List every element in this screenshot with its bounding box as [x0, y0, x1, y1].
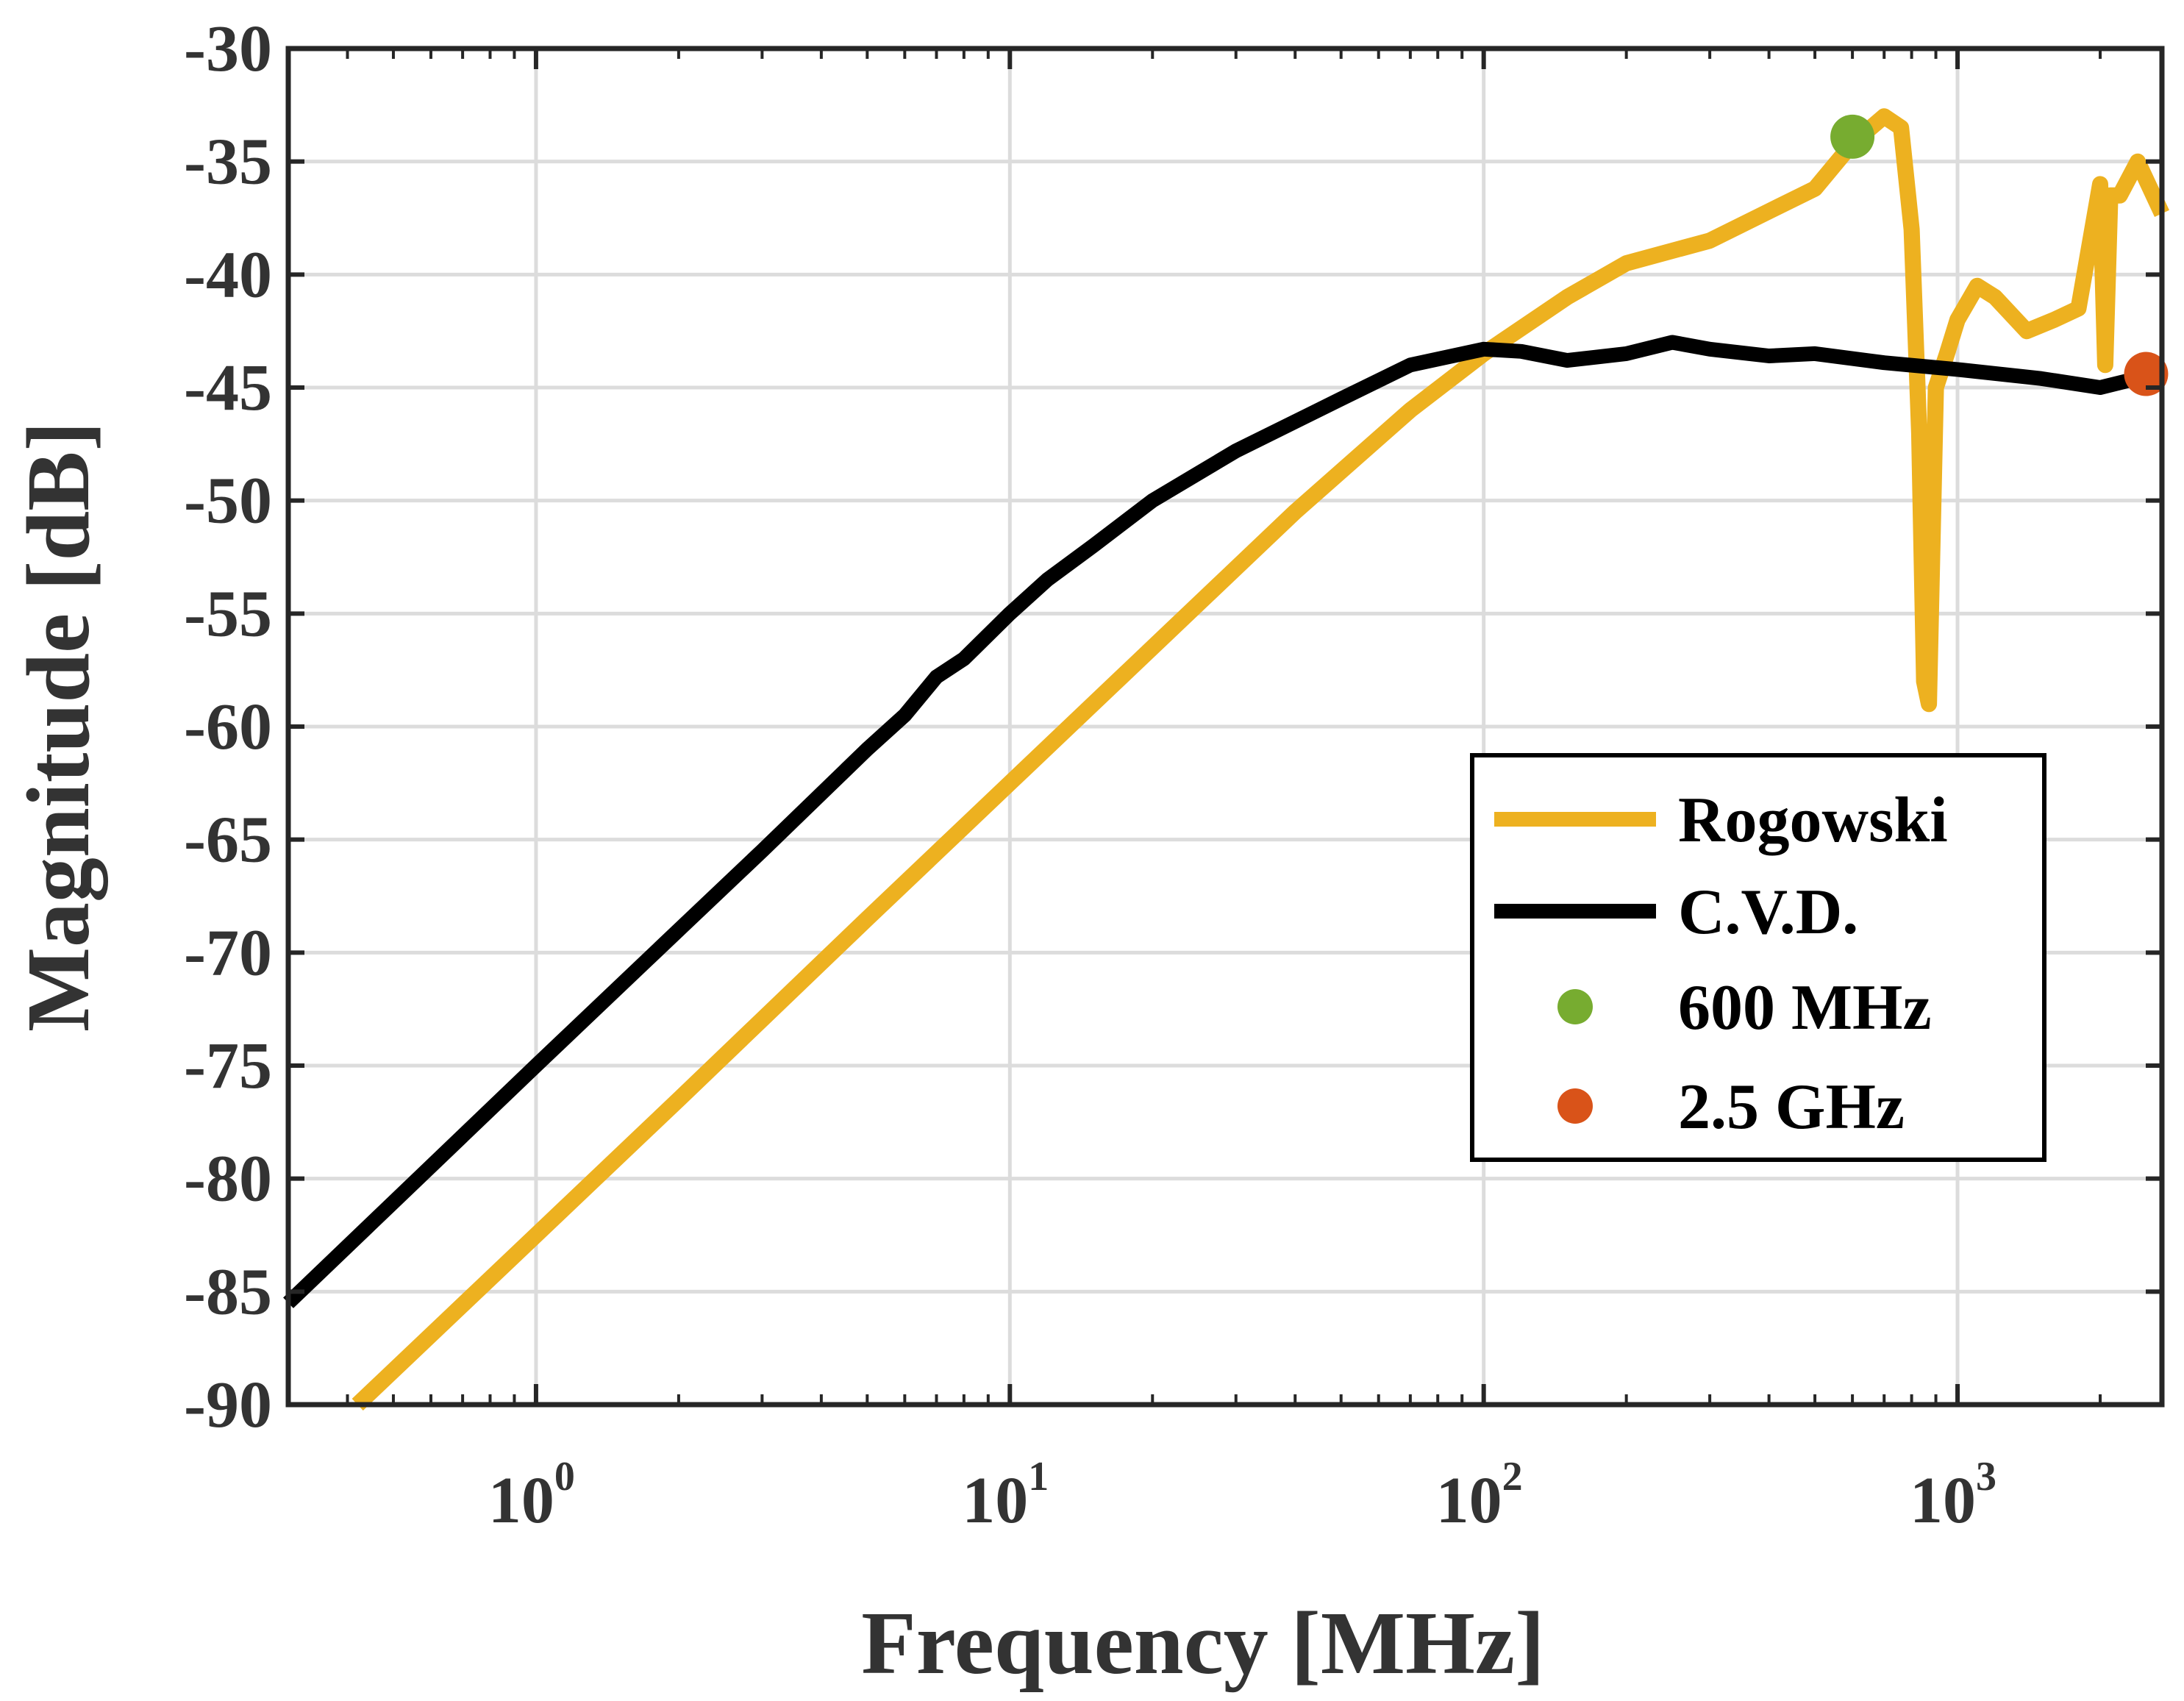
y-tick-label: -40 — [184, 238, 272, 311]
tick-labels: -30 -35 -40 -45 -50 -55 -60 -65 -70 -75 -80 -85 -90 1… — [184, 13, 1996, 1537]
y-tick-label: -60 — [184, 691, 272, 763]
y-tick-label: -65 — [184, 804, 272, 877]
tick-marks — [287, 46, 2162, 1407]
y-tick-label: -80 — [184, 1143, 272, 1216]
y-tick-label: -45 — [184, 352, 272, 424]
series-line-c-v-d — [283, 335, 2148, 1308]
y-axis-title: Magnitude [dB] — [9, 421, 108, 1032]
x-tick-label: 100 — [488, 1454, 575, 1537]
legend-label-rogowski: Rogowski — [1678, 785, 1948, 856]
x-tick-label: 103 — [1910, 1454, 1996, 1537]
markers-layer — [1830, 114, 2169, 396]
series-layer — [283, 108, 2169, 1411]
legend: Rogowski C.V.D. 600 MHz 2.5 GHz — [1470, 753, 2046, 1162]
y-tick-label: -50 — [184, 465, 272, 538]
y-tick-label: -85 — [184, 1255, 272, 1328]
x-tick-label: 102 — [1436, 1454, 1523, 1537]
legend-swatch-600mhz — [1557, 989, 1593, 1024]
legend-label-600mhz: 600 MHz — [1678, 972, 1932, 1044]
y-tick-label: -55 — [184, 577, 272, 650]
y-tick-label: -35 — [184, 126, 272, 199]
y-tick-label: -30 — [184, 13, 272, 85]
marker-2-5-ghz — [2124, 352, 2169, 396]
x-axis-title: Frequency [MHz] — [861, 1594, 1544, 1693]
legend-label-2-5ghz: 2.5 GHz — [1678, 1071, 1905, 1143]
y-tick-label: -70 — [184, 916, 272, 989]
x-tick-label: 101 — [962, 1454, 1049, 1537]
legend-label-cvd: C.V.D. — [1678, 877, 1858, 948]
y-tick-label: -90 — [184, 1369, 272, 1441]
series-line-rogowski — [351, 108, 2169, 1411]
marker-600-mhz — [1830, 114, 1875, 159]
y-tick-label: -75 — [184, 1030, 272, 1102]
legend-swatch-2-5ghz — [1557, 1088, 1593, 1124]
